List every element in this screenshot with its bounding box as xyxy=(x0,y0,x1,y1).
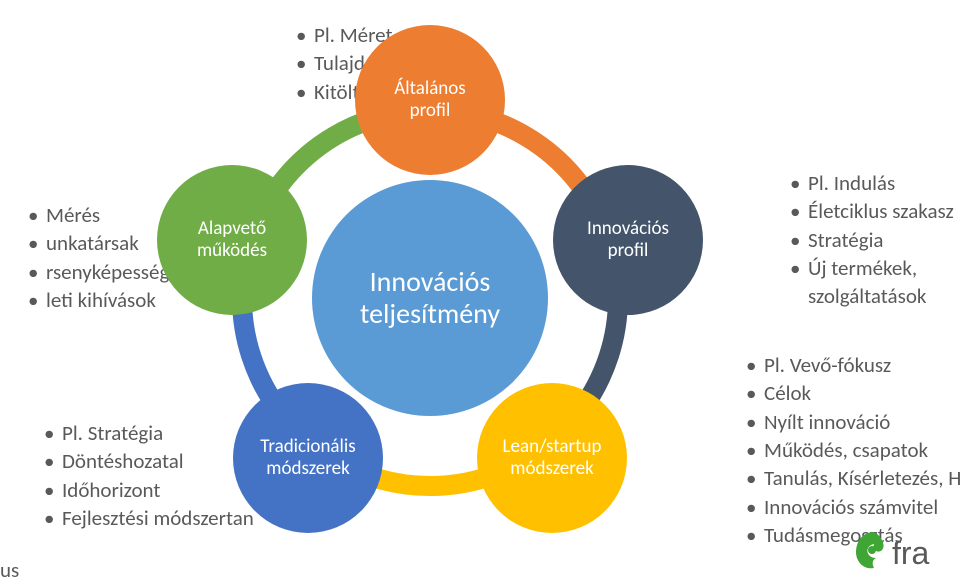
sat-botright-l1: Lean/startup xyxy=(503,436,602,458)
cropped-text-span: us xyxy=(0,557,19,583)
center-line2: teljesítmény xyxy=(360,298,500,330)
bullet: Időhorizont xyxy=(44,476,254,504)
bullet: Pl. Vevő-fókusz xyxy=(746,351,960,379)
sat-right-l2: profil xyxy=(587,240,669,262)
logo: fra xyxy=(852,524,942,579)
sat-top-l2: profil xyxy=(394,100,465,122)
logo-icon: fra xyxy=(852,524,942,574)
bullet: Működés, csapatok xyxy=(746,436,960,464)
sat-botleft-l1: Tradicionális xyxy=(260,436,355,458)
bullet: Nyílt innováció xyxy=(746,408,960,436)
bullet: Új termékek, szolgáltatások xyxy=(790,254,960,311)
bullets-left-top: Mérés unkatársak rsenyképesség leti kihí… xyxy=(0,201,169,314)
bullet: Innovációs számvitel xyxy=(746,493,960,521)
sat-botleft: Tradicionálismódszerek xyxy=(233,383,383,533)
bullet: Célok xyxy=(746,379,960,407)
sat-top: Általánosprofil xyxy=(355,25,505,175)
sat-left-l1: Alapvető xyxy=(197,218,267,240)
center-circle: Innovációs teljesítmény xyxy=(312,180,548,416)
sat-botright: Lean/startupmódszerek xyxy=(477,383,627,533)
bullet: unkatársak xyxy=(28,229,169,257)
bullet: Pl. Stratégia xyxy=(44,419,254,447)
center-line1: Innovációs xyxy=(360,266,500,298)
bullet: Életciklus szakasz xyxy=(790,197,960,225)
bullets-right-bottom: Pl. Vevő-fókusz Célok Nyílt innováció Mű… xyxy=(706,351,960,549)
bullet: Fejlesztési módszertan xyxy=(44,504,254,532)
bullets-left-bottom: Pl. Stratégia Döntéshozatal Időhorizont … xyxy=(4,419,254,532)
bullet: Mérés xyxy=(28,201,169,229)
sat-top-l1: Általános xyxy=(394,78,465,100)
bullets-right-top: Pl. Indulás Életciklus szakasz Stratégia… xyxy=(750,169,960,311)
sat-left-l2: működés xyxy=(197,240,267,262)
sat-left: Alapvetőműködés xyxy=(157,165,307,315)
bullet: Döntéshozatal xyxy=(44,447,254,475)
logo-text: fra xyxy=(892,535,930,571)
sat-botright-l2: módszerek xyxy=(503,458,602,480)
bullet: rsenyképesség xyxy=(28,258,169,286)
bullet: leti kihívások xyxy=(28,286,169,314)
cropped-text: us xyxy=(0,556,19,584)
sat-botleft-l2: módszerek xyxy=(260,458,355,480)
bullet: Tanulás, Kísérletezés, Hibá xyxy=(746,464,960,492)
diagram-stage: Pl. Méret Tulajdonos Kitöltő Mérés unkat… xyxy=(0,0,960,587)
sat-right-l1: Innovációs xyxy=(587,218,669,240)
bullet: Stratégia xyxy=(790,226,960,254)
sat-right: Innovációsprofil xyxy=(553,165,703,315)
bullet: Pl. Indulás xyxy=(790,169,960,197)
